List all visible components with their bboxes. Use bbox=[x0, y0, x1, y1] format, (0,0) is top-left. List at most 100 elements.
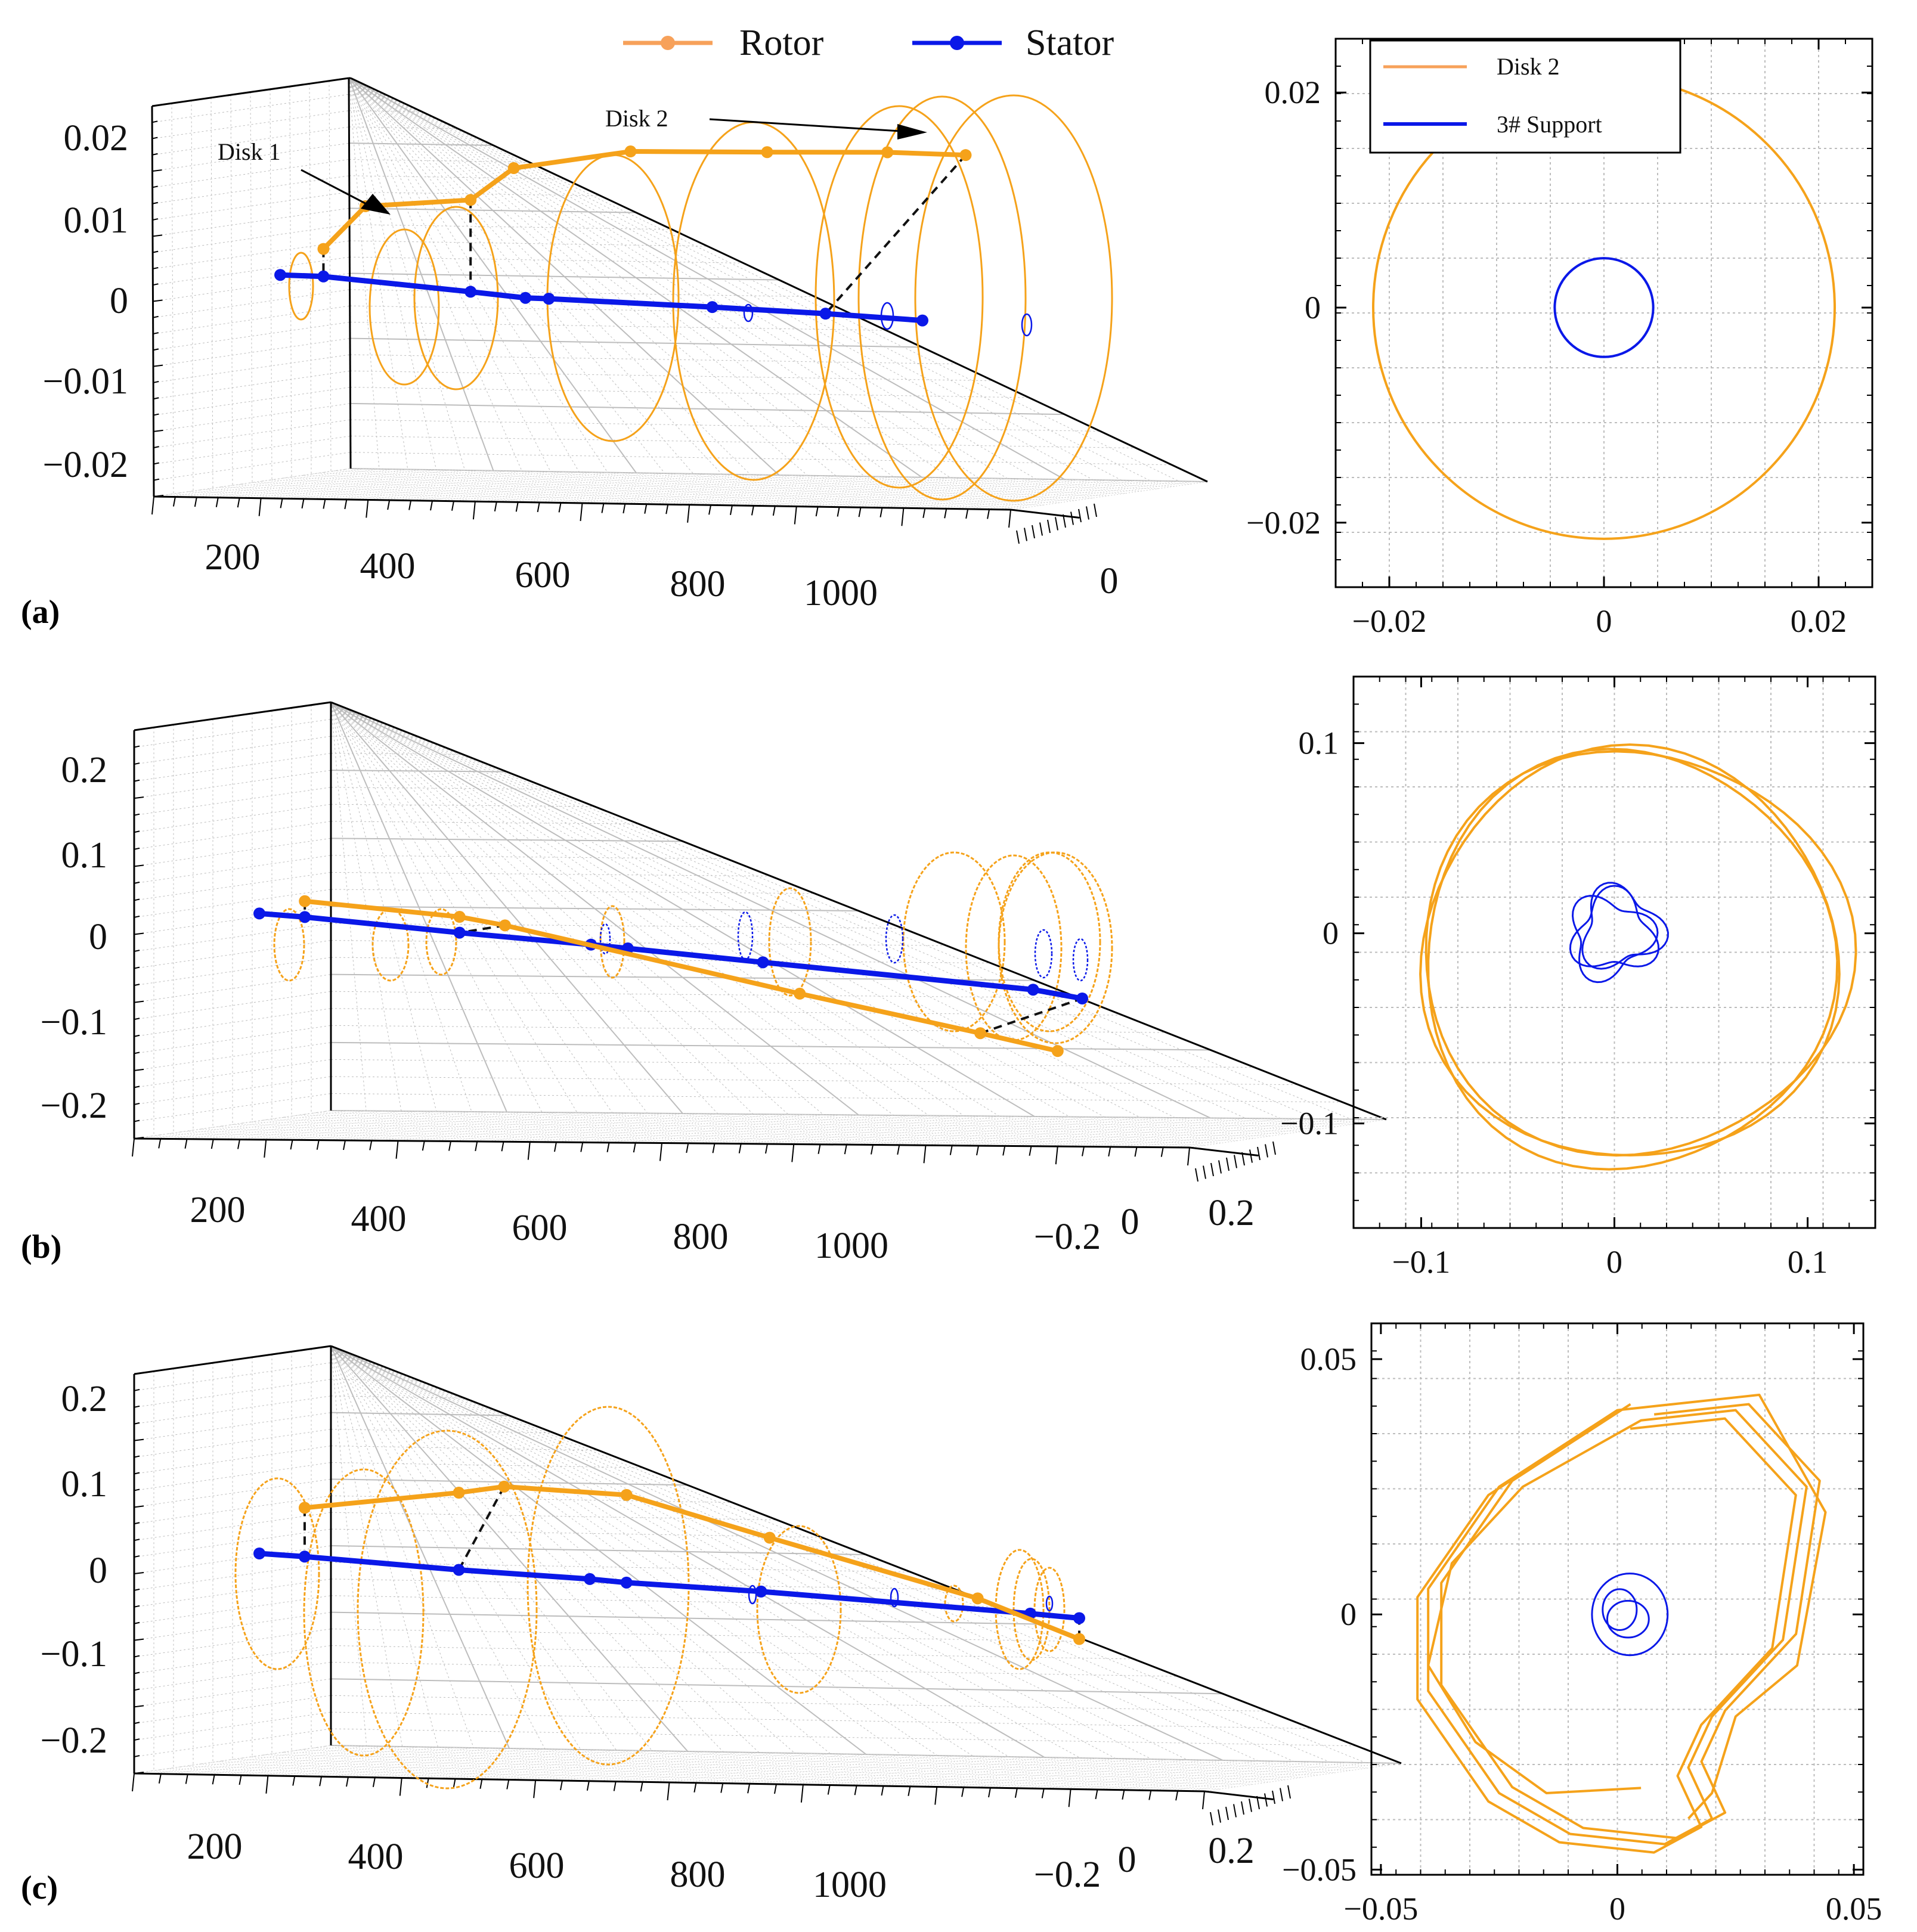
x-tick bbox=[280, 498, 283, 508]
orbit-disk-2 bbox=[1416, 1417, 1797, 1854]
z-tick bbox=[134, 1572, 144, 1574]
grid-line bbox=[568, 475, 765, 504]
grid-line bbox=[741, 1755, 938, 1784]
annotations: Disk 1 Disk 2 bbox=[218, 105, 927, 215]
x-tick bbox=[1134, 1147, 1138, 1157]
grid-line bbox=[509, 1751, 706, 1780]
x-tick bbox=[961, 1787, 965, 1797]
grid-line bbox=[527, 1751, 724, 1781]
x-tick bbox=[395, 1140, 399, 1159]
grid-line bbox=[580, 1753, 777, 1781]
y-tick bbox=[1016, 530, 1020, 544]
grid-line bbox=[298, 1750, 1369, 1769]
rotor-orbit bbox=[756, 1525, 842, 1694]
x-tick bbox=[1014, 1788, 1018, 1798]
grid-line bbox=[908, 1117, 1105, 1146]
x-tick bbox=[640, 1782, 643, 1792]
z-tick bbox=[153, 478, 160, 481]
grid-line bbox=[330, 1446, 599, 1451]
rotor-orbit bbox=[902, 851, 1006, 1032]
x-tick bbox=[976, 1145, 979, 1156]
x-tick bbox=[580, 1142, 584, 1152]
grid-line bbox=[654, 476, 851, 505]
stator-point bbox=[755, 1585, 767, 1598]
legend-rotor-label: Rotor bbox=[739, 23, 824, 63]
z-tick bbox=[134, 1688, 140, 1691]
x-tick-label: 400 bbox=[351, 1199, 407, 1239]
grid-line bbox=[311, 470, 508, 500]
z-tick-label: −0.2 bbox=[41, 1086, 107, 1126]
y-tick bbox=[1249, 1149, 1253, 1163]
grid-line bbox=[330, 1695, 1268, 1711]
grid-line bbox=[232, 1759, 1303, 1778]
x-tick bbox=[344, 499, 348, 510]
grid-line bbox=[314, 1747, 1385, 1766]
panel-orbit-c-orbit: −0.05 0 0.05 0.05 0 −0.05 bbox=[1282, 1322, 1882, 1927]
x-tick bbox=[210, 1139, 214, 1149]
grid-line bbox=[349, 159, 529, 163]
z-tick-label: 0.1 bbox=[61, 835, 108, 876]
z-tick bbox=[134, 745, 140, 748]
grid-line bbox=[232, 1124, 1289, 1134]
grid-line bbox=[330, 1711, 1312, 1729]
stator-point bbox=[519, 291, 532, 304]
grid-line bbox=[205, 1746, 402, 1775]
stator-line bbox=[280, 272, 923, 324]
y-tick bbox=[1218, 1809, 1221, 1823]
grid-line bbox=[437, 1750, 634, 1779]
x-tick bbox=[879, 507, 883, 517]
x-tick bbox=[751, 506, 754, 516]
grid-line bbox=[1010, 481, 1208, 510]
grid-line bbox=[350, 468, 1208, 482]
grid-line bbox=[714, 1115, 912, 1144]
y-tick bbox=[1233, 1804, 1237, 1818]
x-tick-label: 800 bbox=[670, 1855, 726, 1895]
z-tick-label: 0 bbox=[110, 281, 128, 321]
rotor-orbit bbox=[914, 94, 1113, 502]
grid-line bbox=[330, 1076, 1299, 1086]
x-tick bbox=[1175, 1791, 1179, 1801]
grid-line bbox=[382, 472, 580, 501]
grid-line bbox=[330, 1025, 1167, 1033]
grid-floor bbox=[153, 468, 1208, 510]
y-tick bbox=[1078, 508, 1082, 523]
x-tick bbox=[987, 509, 990, 519]
x-tick bbox=[237, 1139, 240, 1149]
frame-edge bbox=[151, 77, 349, 107]
x-tick bbox=[774, 1784, 777, 1794]
grid-line bbox=[330, 1059, 1255, 1068]
x-ticks: 200 400 600 800 1000 bbox=[151, 496, 1011, 613]
x-tick bbox=[827, 1785, 831, 1795]
rotor-orbit bbox=[815, 105, 984, 489]
orbit-x-tick-label: 0 bbox=[1609, 1891, 1625, 1927]
y-tick-label: 0 bbox=[1118, 1840, 1136, 1880]
grid-line bbox=[982, 480, 1179, 510]
grid-line bbox=[330, 889, 815, 894]
x-tick bbox=[1082, 1146, 1085, 1156]
rotor-orbit bbox=[998, 851, 1113, 1044]
x-tick bbox=[366, 500, 369, 518]
x-tick bbox=[1187, 1147, 1190, 1166]
y-tick-label: 0 bbox=[1121, 1202, 1139, 1242]
x-tick bbox=[132, 1773, 135, 1792]
orbit-y-tick-label: 0 bbox=[1323, 916, 1339, 951]
z-tick bbox=[134, 1738, 140, 1741]
series-group bbox=[234, 1406, 1085, 1790]
grid-line bbox=[350, 387, 1029, 398]
grid-line bbox=[544, 1752, 742, 1781]
y-tick bbox=[1210, 1812, 1213, 1826]
x-tick bbox=[369, 1140, 373, 1150]
x-tick bbox=[586, 1781, 590, 1791]
rotor-orbit bbox=[368, 228, 440, 386]
grid-line bbox=[349, 224, 672, 230]
x-tick bbox=[659, 1143, 662, 1161]
x-tick bbox=[215, 497, 219, 507]
x-tick bbox=[708, 505, 712, 515]
y-tick-label: 0 bbox=[1100, 561, 1119, 601]
x-tick-label: 400 bbox=[348, 1837, 404, 1877]
x-tick bbox=[506, 1779, 510, 1790]
x-tick bbox=[854, 1785, 857, 1795]
z-tick bbox=[134, 1372, 144, 1375]
rotor-point bbox=[971, 1592, 984, 1605]
z-tick-label: −0.1 bbox=[41, 1002, 107, 1043]
